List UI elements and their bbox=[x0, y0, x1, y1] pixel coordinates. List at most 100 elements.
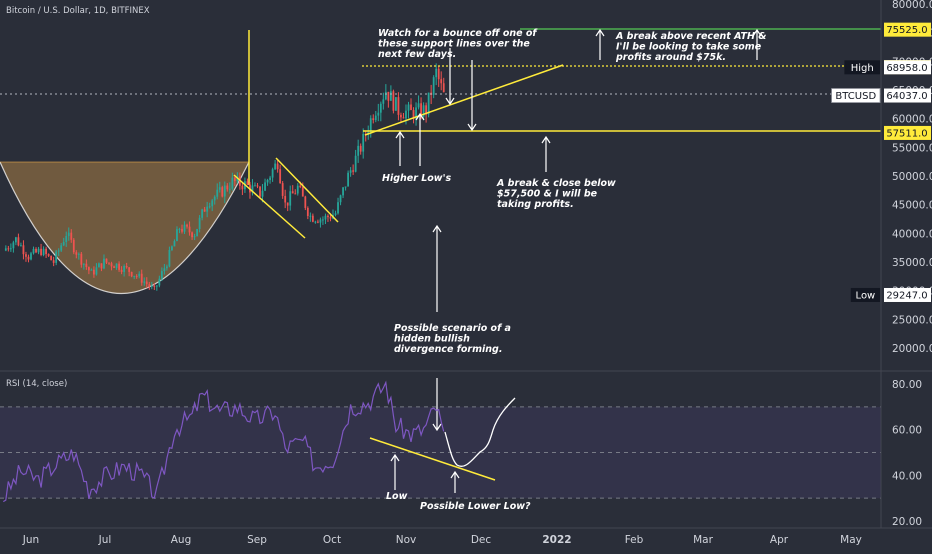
candle-body bbox=[198, 217, 201, 230]
time-tick-label: Sep bbox=[247, 534, 267, 546]
candle-body bbox=[254, 185, 256, 187]
candle-body bbox=[284, 195, 287, 203]
candle-body bbox=[206, 206, 209, 212]
candle-body bbox=[7, 248, 10, 250]
candle-body bbox=[402, 117, 405, 119]
candle-body bbox=[201, 209, 204, 218]
candle-body bbox=[143, 281, 146, 283]
candle-body bbox=[339, 195, 342, 203]
candle-body bbox=[163, 268, 166, 272]
candle-body bbox=[120, 269, 123, 272]
candle-body bbox=[319, 219, 322, 223]
candle-body bbox=[193, 236, 196, 238]
candle-body bbox=[55, 251, 58, 263]
candle-body bbox=[372, 118, 375, 121]
candle-body bbox=[188, 226, 191, 233]
candle-body bbox=[362, 133, 365, 152]
flag-upper-line bbox=[275, 157, 339, 223]
candle-body bbox=[410, 104, 412, 111]
candle-body bbox=[27, 256, 30, 260]
arrow-up-icon bbox=[541, 135, 551, 172]
candle-body bbox=[369, 118, 372, 133]
price-tag-value: 75525.0 bbox=[886, 25, 927, 36]
candle-body bbox=[334, 213, 337, 215]
rsi-axis[interactable]: 20.00 40.00 60.00 80.00 bbox=[892, 379, 922, 528]
time-tick-label: May bbox=[840, 534, 862, 546]
candle-body bbox=[128, 267, 131, 272]
candle-body bbox=[246, 181, 249, 185]
price-tick-label: 50000.0 bbox=[892, 171, 932, 183]
candle-body bbox=[347, 172, 349, 187]
candle-body bbox=[223, 185, 226, 197]
price-tick-label: 20000.0 bbox=[892, 343, 932, 355]
candle-body bbox=[289, 191, 292, 206]
price-tag-value: 57511.0 bbox=[886, 128, 927, 139]
candle-body bbox=[32, 248, 35, 254]
candle-body bbox=[178, 228, 181, 230]
candle-body bbox=[329, 217, 332, 219]
arrow-down-icon bbox=[432, 378, 442, 432]
candle-body bbox=[166, 266, 168, 269]
candle-body bbox=[15, 237, 17, 243]
candle-body bbox=[314, 221, 317, 223]
candle-body bbox=[435, 68, 438, 78]
cup-pattern-shape bbox=[0, 162, 249, 294]
candle-body bbox=[130, 271, 133, 277]
arrows-group bbox=[390, 28, 762, 493]
price-tags: 75525.068989.768958.0High64037.0BTCUSD57… bbox=[831, 22, 931, 302]
candle-body bbox=[35, 248, 37, 253]
time-tick-label: Jun bbox=[22, 534, 39, 546]
time-axis[interactable]: Jun Jul Aug Sep Oct Nov Dec 2022 Feb Mar Apr May bbox=[22, 534, 862, 546]
candle-body bbox=[60, 245, 63, 251]
candle-body bbox=[422, 105, 425, 117]
candle-body bbox=[75, 252, 78, 255]
candle-body bbox=[216, 189, 219, 197]
candle-body bbox=[4, 248, 7, 251]
candle-body bbox=[420, 103, 422, 117]
candle-body bbox=[208, 206, 211, 208]
arrow-up-icon bbox=[595, 28, 605, 60]
candle-body bbox=[133, 275, 136, 277]
candle-body bbox=[266, 179, 269, 183]
candle-body bbox=[186, 224, 188, 227]
candle-body bbox=[52, 260, 55, 263]
time-tick-label: Dec bbox=[471, 534, 492, 546]
candle-body bbox=[82, 263, 85, 265]
cup-pattern-curve bbox=[0, 161, 250, 295]
candle-body bbox=[135, 275, 138, 277]
annotation-text: A break above recent ATH & I'll be lookin… bbox=[615, 31, 767, 63]
candle-body bbox=[274, 163, 277, 170]
rsi-scenario-curve bbox=[444, 397, 516, 467]
price-tick-label: 40000.0 bbox=[892, 228, 932, 240]
candles-group bbox=[4, 63, 445, 291]
candle-body bbox=[138, 273, 141, 277]
annotation-text: A break & close below $57,500 & I will be… bbox=[496, 178, 616, 210]
candle-body bbox=[158, 278, 161, 286]
candle-body bbox=[203, 209, 206, 212]
candle-body bbox=[231, 177, 234, 189]
candle-body bbox=[322, 219, 324, 221]
annotation-text: Watch for a bounce off one of these suppo… bbox=[378, 28, 538, 60]
candle-body bbox=[123, 265, 126, 272]
candle-body bbox=[20, 245, 22, 247]
price-tag-label: High bbox=[851, 63, 874, 74]
candle-body bbox=[432, 77, 435, 95]
candle-body bbox=[65, 235, 68, 243]
time-tick-label: Nov bbox=[396, 534, 417, 546]
candle-body bbox=[115, 263, 118, 268]
price-tick-label: 35000.0 bbox=[892, 257, 932, 269]
candle-body bbox=[291, 191, 294, 194]
candle-body bbox=[259, 186, 261, 197]
arrow-up-icon bbox=[415, 112, 425, 166]
candle-body bbox=[397, 97, 400, 115]
price-tick-label: 80000.0 bbox=[892, 0, 932, 11]
rsi-annotation-text: Possible Lower Low? bbox=[420, 501, 531, 512]
candle-body bbox=[357, 145, 360, 156]
candle-body bbox=[440, 79, 443, 84]
candle-body bbox=[299, 185, 302, 188]
price-tick-label: 55000.0 bbox=[892, 142, 932, 154]
candle-body bbox=[294, 193, 297, 195]
candle-body bbox=[9, 248, 12, 250]
price-tag-box bbox=[884, 22, 931, 37]
